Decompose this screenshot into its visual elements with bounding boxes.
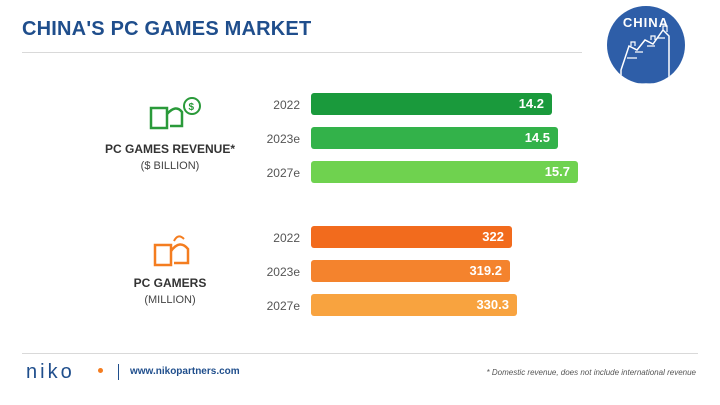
website-link[interactable]: www.nikopartners.com	[130, 366, 240, 377]
gamers-value-2023e: 319.2	[469, 263, 502, 278]
china-badge: CHINA	[607, 6, 685, 84]
revenue-value-2022: 14.2	[518, 96, 544, 111]
footer-separator	[118, 364, 119, 380]
logo-dot	[98, 368, 103, 373]
revenue-year-label-2027e: 2027e	[266, 166, 300, 180]
gamer-hand-icon	[153, 235, 190, 267]
gamers-year-label-2022: 2022	[273, 231, 300, 245]
revenue-bar-2023e: 14.5	[311, 127, 558, 149]
svg-text:$: $	[189, 102, 195, 113]
gamers-section-unit: (MILLION)	[144, 294, 196, 306]
gamers-section-title: PC GAMERS	[133, 276, 207, 290]
revenue-section-title: PC GAMES REVENUE*	[104, 142, 236, 156]
revenue-value-2023e: 14.5	[524, 130, 550, 145]
money-hand-icon: $	[149, 97, 201, 130]
revenue-year-label-2022: 2022	[273, 98, 300, 112]
revenue-bar-2027e: 15.7	[311, 161, 578, 183]
revenue-bar-2022: 14.2	[311, 93, 552, 115]
revenue-section-unit: ($ BILLION)	[140, 160, 200, 172]
revenue-year-label-2023e: 2023e	[266, 132, 300, 146]
footnote: * Domestic revenue, does not include int…	[486, 368, 696, 377]
gamers-year-label-2027e: 2027e	[266, 299, 300, 313]
great-wall-icon	[620, 25, 670, 84]
badge-label: CHINA	[622, 15, 670, 30]
gamers-bar-2022: 322	[311, 226, 512, 248]
niko-logo: niko	[26, 361, 103, 384]
revenue-value-2027e: 15.7	[544, 164, 570, 179]
title-divider	[22, 52, 582, 53]
gamers-bar-2027e: 330.3	[311, 294, 517, 316]
gamers-value-2022: 322	[482, 229, 504, 244]
footer-divider	[22, 353, 698, 354]
gamers-bar-2023e: 319.2	[311, 260, 510, 282]
gamers-year-label-2023e: 2023e	[266, 265, 300, 279]
gamers-value-2027e: 330.3	[476, 297, 509, 312]
page-title: CHINA'S PC GAMES MARKET	[22, 18, 312, 40]
logo-text: niko	[26, 361, 75, 383]
